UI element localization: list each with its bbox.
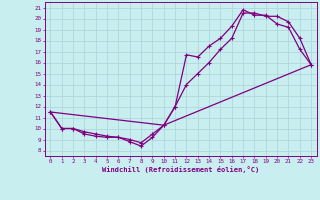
X-axis label: Windchill (Refroidissement éolien,°C): Windchill (Refroidissement éolien,°C) <box>102 166 260 173</box>
